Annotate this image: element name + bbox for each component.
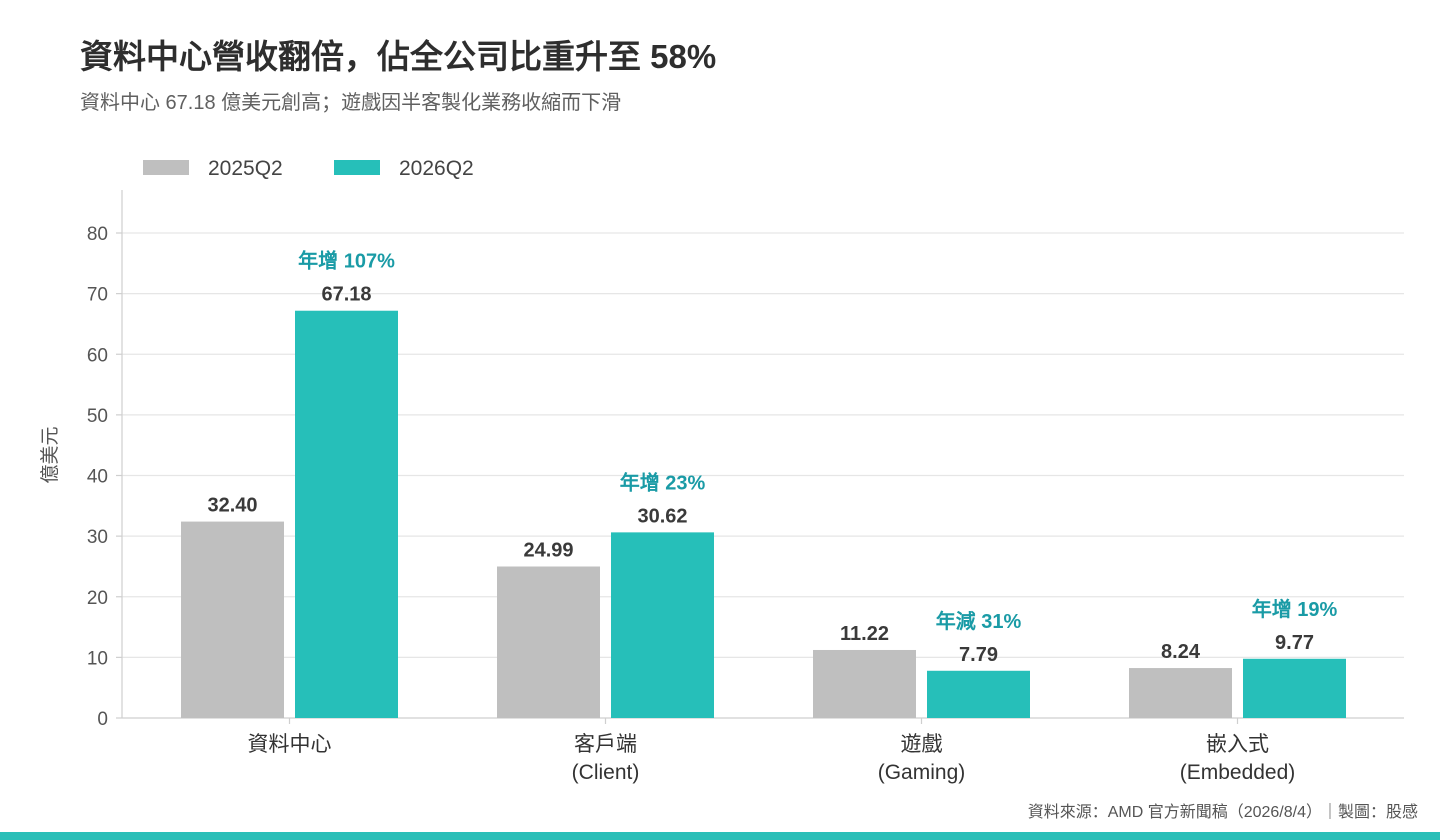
category-label: (Gaming) (878, 761, 966, 784)
category-label: (Embedded) (1180, 761, 1296, 784)
legend-swatch (334, 160, 380, 175)
bar-2026q2 (927, 670, 1030, 718)
bar-2026q2 (1243, 658, 1346, 718)
bar-2026q2 (611, 532, 714, 718)
bar-2025q2 (813, 649, 916, 718)
y-tick-label: 50 (87, 406, 108, 427)
legend-label: 2026Q2 (399, 157, 474, 180)
value-label: 8.24 (1161, 641, 1201, 663)
category-label: 遊戲 (901, 733, 943, 756)
yoy-annotation: 年增 19% (1252, 597, 1338, 621)
bar-2025q2 (1129, 668, 1232, 718)
value-label: 24.99 (523, 539, 573, 561)
category-label: (Client) (572, 761, 640, 784)
yoy-annotation: 年增 23% (620, 470, 706, 494)
y-tick-label: 60 (87, 345, 108, 366)
y-tick-label: 20 (87, 588, 108, 609)
value-label: 67.18 (321, 284, 371, 306)
chart-subtitle: 資料中心 67.18 億美元創高；遊戲因半客製化業務收縮而下滑 (80, 92, 622, 114)
yoy-annotation: 年減 31% (936, 609, 1022, 633)
legend-label: 2025Q2 (208, 157, 283, 180)
category-label: 資料中心 (248, 733, 332, 756)
bar-2025q2 (181, 521, 284, 718)
y-tick-label: 70 (87, 285, 108, 306)
category-label: 嵌入式 (1206, 733, 1269, 756)
value-label: 9.77 (1275, 632, 1314, 654)
bar-2025q2 (497, 566, 600, 718)
y-tick-label: 10 (87, 648, 108, 669)
y-tick-label: 80 (87, 224, 108, 245)
value-label: 7.79 (959, 644, 998, 666)
value-label: 11.22 (840, 623, 889, 645)
y-axis-title: 億美元 (39, 426, 61, 483)
bar-2026q2 (295, 310, 398, 718)
source-note: 資料來源：AMD 官方新聞稿（2026/8/4）｜製圖：股感 (1027, 804, 1418, 821)
y-tick-label: 30 (87, 527, 108, 548)
value-label: 32.40 (207, 495, 257, 517)
yoy-annotation: 年增 107% (298, 249, 395, 273)
y-tick-label: 40 (87, 467, 108, 488)
bottom-accent-band (0, 832, 1440, 840)
category-label: 客戶端 (574, 733, 637, 756)
y-tick-label: 0 (97, 709, 108, 730)
chart-title: 資料中心營收翻倍，佔全公司比重升至 58% (80, 38, 717, 75)
value-label: 30.62 (637, 505, 687, 527)
legend-swatch (143, 160, 189, 175)
